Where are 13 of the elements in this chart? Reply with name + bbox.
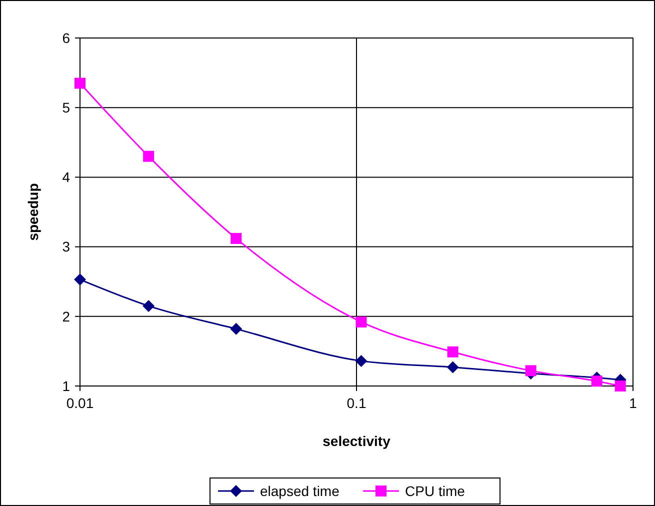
legend-label: CPU time bbox=[405, 482, 466, 499]
x-axis-title: selectivity bbox=[322, 433, 391, 449]
legend-label: elapsed time bbox=[260, 482, 340, 499]
y-axis-title: speedup bbox=[25, 183, 41, 241]
y-tick-label: 4 bbox=[62, 169, 70, 186]
x-tick-label: 1 bbox=[629, 395, 638, 411]
y-tick-label: 2 bbox=[62, 308, 70, 324]
x-tick-label: 0.01 bbox=[66, 395, 94, 411]
y-tick-label: 1 bbox=[62, 378, 70, 394]
y-tick-label: 5 bbox=[62, 100, 70, 116]
y-tick-label: 6 bbox=[62, 30, 70, 46]
x-tick-label: 0.1 bbox=[346, 395, 366, 411]
y-tick-label: 3 bbox=[62, 238, 70, 255]
